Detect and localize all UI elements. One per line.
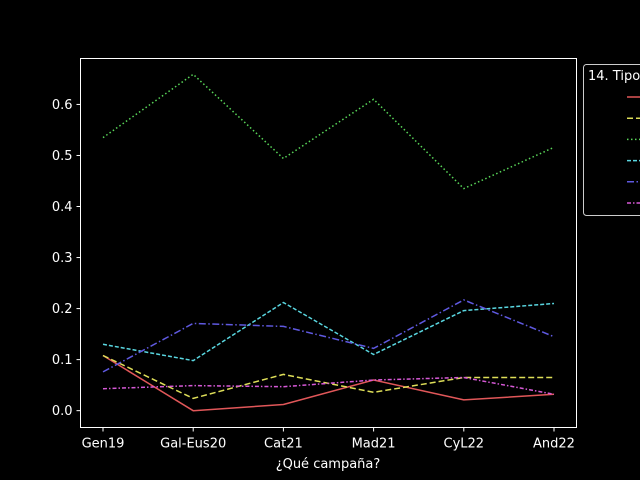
plot-frame (80, 58, 577, 428)
y-axis: 0.0 0.1 0.2 0.3 0.4 0.5 0.6 (52, 98, 81, 419)
y-tick-label: 0.3 (52, 251, 73, 266)
y-tick-label: 0.5 (52, 149, 73, 164)
x-tick-label: And22 (533, 437, 575, 452)
y-tick-label: 0.4 (52, 200, 73, 215)
y-tick-label: 0.2 (52, 302, 73, 317)
series-line-6 (102, 376, 555, 396)
series-line-1 (102, 354, 555, 412)
x-tick-label: Cat21 (264, 437, 303, 452)
x-axis: Gen19 Gal-Eus20 Cat21 Mad21 CyL22 And22 (82, 427, 575, 452)
legend-title: 14. Tipo (588, 69, 640, 84)
series-line-4 (102, 301, 555, 362)
y-tick-label: 0.1 (52, 353, 73, 368)
legend: 14. Tipo (583, 64, 640, 216)
x-tick-label: Mad21 (352, 437, 396, 452)
x-tick-label: Gen19 (82, 437, 125, 452)
series-line-3 (102, 73, 555, 190)
x-tick-label: CyL22 (444, 437, 485, 452)
x-axis-title: ¿Qué campaña? (276, 457, 381, 472)
series-line-5 (102, 299, 555, 373)
legend-entries (627, 96, 640, 204)
legend-box (583, 64, 640, 216)
y-tick-label: 0.6 (52, 98, 73, 113)
y-tick-label: 0.0 (52, 404, 73, 419)
x-tick-label: Gal-Eus20 (160, 437, 226, 452)
series-layer (102, 73, 555, 412)
